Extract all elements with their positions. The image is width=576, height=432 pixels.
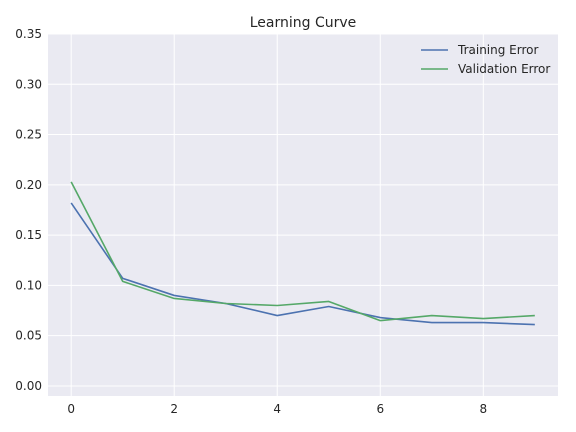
series-lines <box>70 181 535 326</box>
y-tick-label: 0.15 <box>15 228 42 242</box>
legend: Training Error Validation Error <box>421 43 550 76</box>
x-tick-label: 8 <box>479 402 487 416</box>
y-tick-label: 0.20 <box>15 178 42 192</box>
x-tick-label: 2 <box>170 402 178 416</box>
y-tick-label: 0.00 <box>15 379 42 393</box>
legend-label: Training Error <box>457 43 538 57</box>
x-tick-label: 4 <box>273 402 281 416</box>
y-tick-label: 0.25 <box>15 128 42 142</box>
y-tick-label: 0.05 <box>15 329 42 343</box>
y-tick-label: 0.30 <box>15 77 42 91</box>
plot-area <box>48 34 558 396</box>
y-tick-label: 0.35 <box>15 27 42 41</box>
x-tick-label: 6 <box>376 402 384 416</box>
y-tick-label: 0.10 <box>15 278 42 292</box>
series-line <box>70 202 535 326</box>
series-line <box>70 181 535 322</box>
legend-label: Validation Error <box>458 62 550 76</box>
x-tick-label: 0 <box>67 402 75 416</box>
chart-title: Learning Curve <box>250 15 357 31</box>
tick-labels: 0.00 0.05 0.10 0.15 0.20 0.25 0.30 0.35 0 2 4 6 8 <box>15 27 487 416</box>
